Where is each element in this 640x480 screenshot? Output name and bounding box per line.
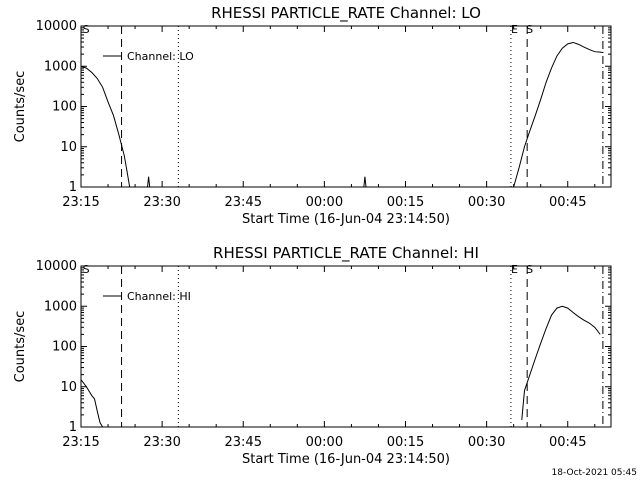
series-line bbox=[521, 305, 601, 420]
series-line bbox=[513, 41, 603, 188]
chart-title: RHESSI PARTICLE_RATE Channel: HI bbox=[213, 244, 479, 263]
x-tick-label: 23:45 bbox=[225, 435, 262, 450]
x-tick-label: 23:15 bbox=[62, 195, 99, 210]
x-tick-label: 23:45 bbox=[225, 195, 262, 210]
y-axis-label: Counts/sec bbox=[13, 71, 28, 143]
legend-entry: Channel: HI bbox=[127, 290, 191, 303]
x-tick-label: 00:30 bbox=[468, 195, 505, 210]
y-tick-label: 1 bbox=[69, 420, 77, 435]
event-marker-label: S bbox=[526, 23, 533, 36]
x-tick-label: 00:45 bbox=[549, 435, 586, 450]
legend-entry: Channel: LO bbox=[127, 50, 194, 63]
event-marker-label: S bbox=[526, 263, 533, 276]
x-tick-label: 00:15 bbox=[387, 195, 424, 210]
x-tick-label: 23:30 bbox=[143, 195, 180, 210]
series-line bbox=[80, 379, 104, 428]
y-tick-label: 10 bbox=[60, 140, 77, 155]
x-axis-label: Start Time (16-Jun-04 23:14:50) bbox=[242, 212, 450, 227]
x-tick-label: 23:30 bbox=[143, 435, 180, 450]
y-axis-label: Counts/sec bbox=[13, 311, 28, 383]
series-line bbox=[147, 176, 151, 188]
y-tick-label: 1000 bbox=[44, 59, 77, 74]
y-tick-label: 10 bbox=[60, 380, 77, 395]
y-tick-label: 100 bbox=[52, 100, 77, 115]
chart-title: RHESSI PARTICLE_RATE Channel: LO bbox=[211, 4, 481, 23]
x-tick-label: 00:00 bbox=[306, 195, 343, 210]
event-marker-label: E bbox=[511, 263, 518, 276]
event-marker-label: S bbox=[83, 23, 90, 36]
series-line bbox=[80, 65, 131, 188]
series-line bbox=[363, 176, 367, 188]
x-tick-label: 00:30 bbox=[468, 435, 505, 450]
x-tick-label: 00:15 bbox=[387, 435, 424, 450]
y-tick-label: 1 bbox=[69, 180, 77, 195]
x-tick-label: 00:45 bbox=[549, 195, 586, 210]
x-tick-label: 23:15 bbox=[62, 435, 99, 450]
y-tick-label: 10000 bbox=[36, 259, 77, 274]
x-axis-label: Start Time (16-Jun-04 23:14:50) bbox=[242, 452, 450, 467]
event-marker-label: E bbox=[511, 23, 518, 36]
event-marker-label: S bbox=[83, 263, 90, 276]
footer-timestamp: 18-Oct-2021 05:45 bbox=[552, 468, 637, 478]
x-tick-label: 00:00 bbox=[306, 435, 343, 450]
y-tick-label: 1000 bbox=[44, 299, 77, 314]
y-tick-label: 100 bbox=[52, 340, 77, 355]
y-tick-label: 10000 bbox=[36, 19, 77, 34]
